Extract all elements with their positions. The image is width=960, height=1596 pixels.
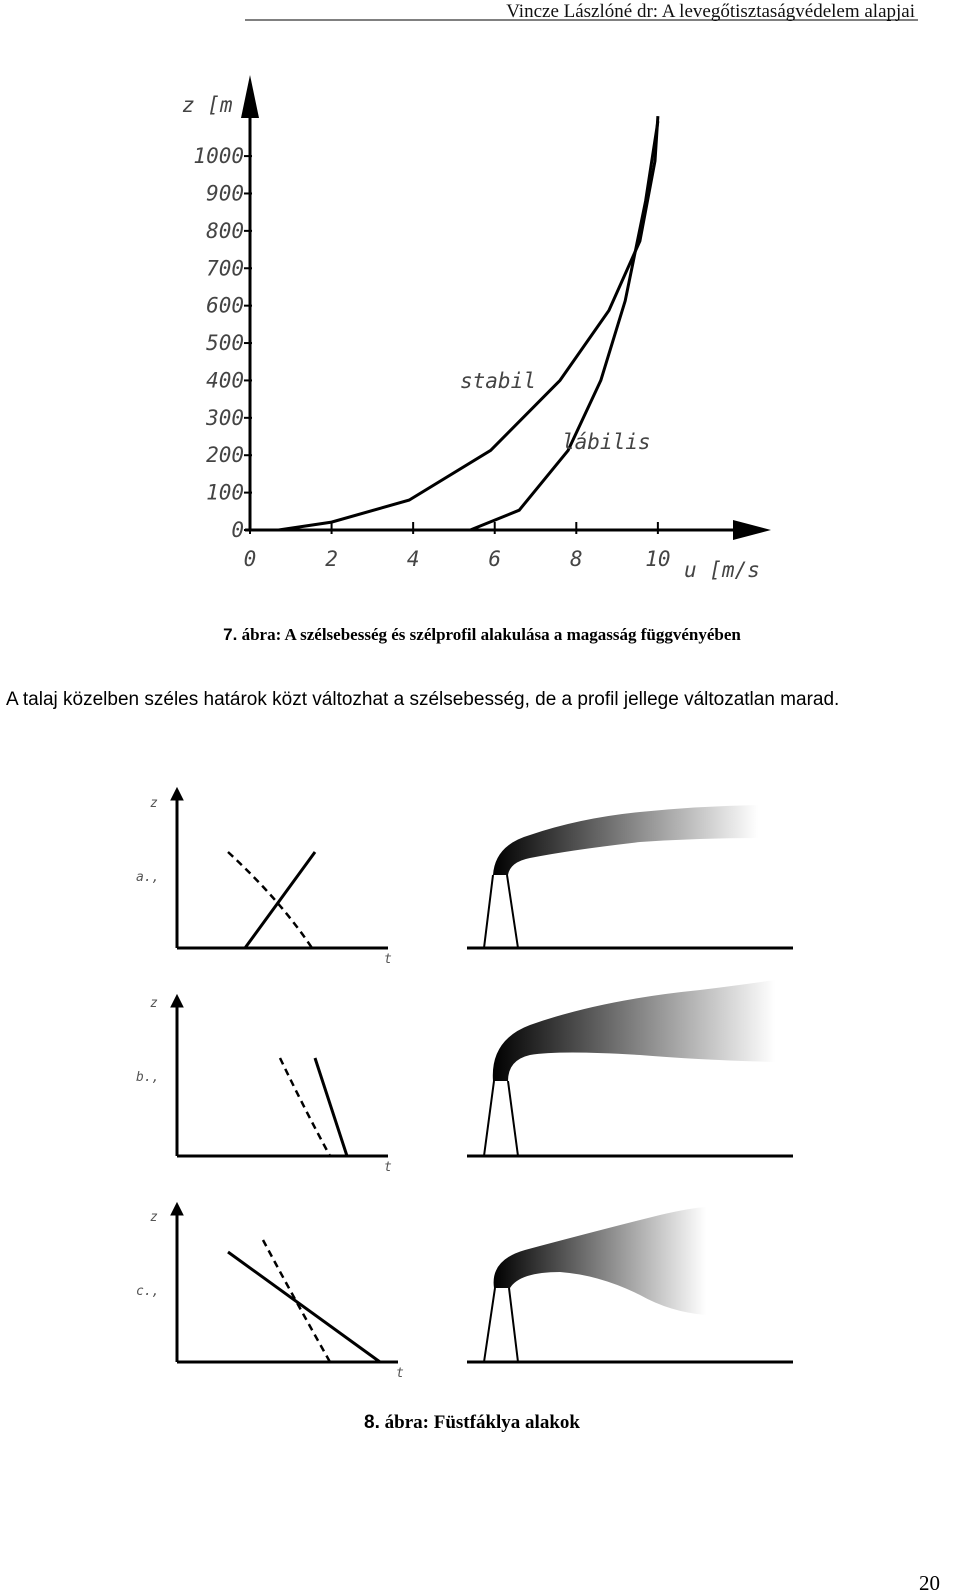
wind-profile-chart: z [mu [m/s010020030040050060070080090010… bbox=[182, 75, 771, 582]
x-tick-label: 4 bbox=[407, 547, 420, 571]
caption-text: ábra: A szélsebesség és szélprofil alaku… bbox=[242, 625, 742, 644]
solid-line bbox=[227, 1250, 381, 1364]
solid-line bbox=[313, 1057, 349, 1157]
solid-line bbox=[243, 851, 317, 949]
t-label: t bbox=[384, 952, 392, 967]
caption-number: 7. bbox=[223, 625, 237, 644]
arrow bbox=[241, 75, 259, 118]
y-axis-label: z [m bbox=[182, 93, 233, 117]
arrow bbox=[170, 786, 184, 801]
y-tick-label: 500 bbox=[206, 331, 244, 355]
panel-label: a., bbox=[136, 870, 159, 885]
dashed-line bbox=[261, 1239, 332, 1363]
y-tick-label: 400 bbox=[206, 368, 244, 392]
y-tick-label: 900 bbox=[206, 181, 244, 205]
x-tick-label: 0 bbox=[244, 547, 257, 571]
z-label: z bbox=[150, 796, 158, 811]
x-tick-label: 2 bbox=[325, 547, 338, 571]
stack bbox=[483, 1287, 519, 1363]
y-tick-label: 100 bbox=[206, 481, 244, 505]
t-label: t bbox=[384, 1160, 392, 1175]
panel-label: b., bbox=[136, 1070, 159, 1085]
plume bbox=[493, 1207, 706, 1315]
y-tick-label: 800 bbox=[206, 219, 244, 243]
x-tick-label: 10 bbox=[645, 547, 670, 571]
y-tick-label: 600 bbox=[206, 294, 244, 318]
page-number: 20 bbox=[919, 1571, 940, 1595]
running-header: Vincze Lászlóné dr: A levegőtisztaságvéd… bbox=[506, 1, 915, 22]
series-label: lábilis bbox=[562, 430, 651, 454]
y-tick-label: 300 bbox=[205, 406, 244, 430]
figure-caption: 7. ábra: A szélsebesség és szélprofil al… bbox=[223, 625, 741, 644]
arrow bbox=[733, 520, 771, 540]
series-line bbox=[278, 116, 660, 532]
stack bbox=[483, 874, 519, 949]
x-axis-label: u [m/s bbox=[684, 558, 760, 582]
dashed-line bbox=[227, 851, 314, 949]
y-tick-label: 200 bbox=[206, 443, 244, 467]
plume bbox=[492, 980, 775, 1081]
plume bbox=[493, 805, 758, 875]
body-paragraph: A talaj közelben széles határok közt vál… bbox=[6, 689, 840, 710]
z-label: z bbox=[150, 996, 158, 1011]
arrow bbox=[170, 993, 184, 1008]
arrow bbox=[170, 1201, 184, 1216]
z-label: z bbox=[150, 1210, 158, 1225]
series-line bbox=[469, 121, 660, 532]
y-tick-label: 0 bbox=[231, 518, 244, 542]
figure-caption: 8. ábra: Füstfáklya alakok bbox=[364, 1412, 580, 1433]
y-tick-label: 700 bbox=[206, 256, 244, 280]
stack bbox=[483, 1080, 519, 1157]
series-label: stabil bbox=[460, 369, 536, 393]
dashed-line bbox=[278, 1057, 332, 1157]
x-tick-label: 6 bbox=[488, 547, 501, 571]
y-tick-label: 1000 bbox=[193, 144, 244, 168]
plume-figure bbox=[170, 786, 793, 1364]
panel-label: c., bbox=[136, 1284, 159, 1299]
caption-number: 8. bbox=[364, 1412, 380, 1433]
x-tick-label: 8 bbox=[570, 547, 583, 571]
t-label: t bbox=[396, 1366, 404, 1381]
caption-text: ábra: Füstfáklya alakok bbox=[385, 1412, 581, 1433]
